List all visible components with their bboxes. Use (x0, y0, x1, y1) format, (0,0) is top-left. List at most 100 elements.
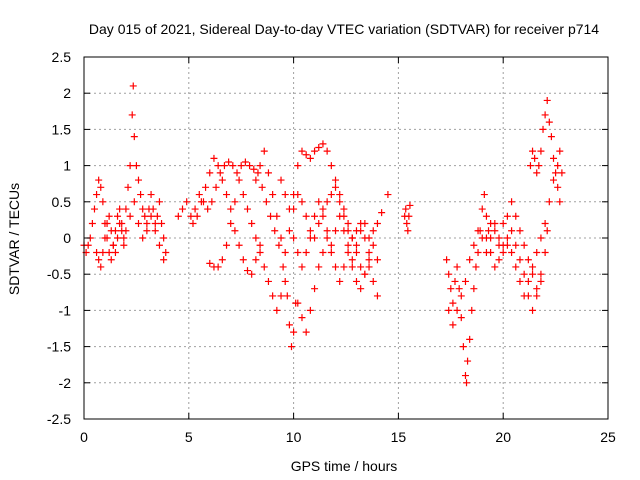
data-point (260, 263, 268, 271)
data-point (302, 151, 310, 159)
data-point (323, 198, 331, 206)
data-point (107, 227, 115, 235)
data-point (191, 205, 199, 213)
data-point (258, 183, 266, 191)
data-point (526, 162, 534, 170)
data-point (129, 82, 137, 90)
data-point (235, 241, 243, 249)
data-point (109, 241, 117, 249)
data-point (470, 241, 478, 249)
x-axis-label: GPS time / hours (291, 458, 398, 474)
data-point (160, 234, 168, 242)
data-point (252, 234, 260, 242)
data-point (384, 191, 392, 199)
data-point (120, 241, 128, 249)
data-point (533, 285, 541, 293)
data-point (187, 212, 195, 220)
data-point (336, 277, 344, 285)
data-point (369, 241, 377, 249)
data-point (315, 263, 323, 271)
data-point (541, 248, 549, 256)
data-point (246, 162, 254, 170)
data-point (155, 241, 163, 249)
data-point (516, 256, 524, 264)
data-point (139, 205, 147, 213)
data-point (273, 306, 281, 314)
data-point (319, 212, 327, 220)
data-point (124, 183, 132, 191)
data-point (533, 292, 541, 300)
data-point (319, 248, 327, 256)
data-points (80, 82, 566, 387)
data-point (352, 277, 360, 285)
data-point (239, 256, 247, 264)
data-point (147, 212, 155, 220)
data-point (352, 248, 360, 256)
data-point (294, 299, 302, 307)
ticks: 0 5 10 15 20 25 -2.5 -2 -1.5 -1 -0.5 0 0.5 1 1.5 2 2.5 (47, 49, 616, 445)
data-point (95, 176, 103, 184)
data-point (269, 191, 277, 199)
data-point (451, 277, 459, 285)
data-point (332, 227, 340, 235)
data-point (298, 263, 306, 271)
data-point (277, 292, 285, 300)
data-point (248, 220, 256, 228)
data-point (158, 220, 166, 228)
data-point (107, 256, 115, 264)
data-point (503, 212, 511, 220)
data-point (348, 256, 356, 264)
y-tick-label: -0.5 (47, 266, 71, 282)
data-point (556, 198, 564, 206)
data-point (252, 176, 260, 184)
data-point (512, 263, 520, 271)
data-point (256, 241, 264, 249)
data-point (457, 314, 465, 322)
data-point (545, 118, 553, 126)
data-point (327, 191, 335, 199)
data-point (298, 147, 306, 155)
data-point (183, 198, 191, 206)
data-point (352, 241, 360, 249)
data-point (143, 227, 151, 235)
data-point (459, 343, 467, 351)
x-tick-label: 25 (600, 429, 616, 445)
data-point (533, 169, 541, 177)
chart-title: Day 015 of 2021, Sidereal Day-to-day VTE… (89, 21, 599, 37)
data-point (480, 191, 488, 199)
data-point (508, 248, 516, 256)
data-point (128, 111, 136, 119)
data-point (285, 321, 293, 329)
grid (84, 57, 608, 419)
series-s9 (290, 191, 392, 271)
data-point (126, 212, 134, 220)
data-point (369, 227, 377, 235)
data-point (103, 220, 111, 228)
data-point (340, 227, 348, 235)
data-point (332, 263, 340, 271)
data-point (472, 263, 480, 271)
data-point (319, 205, 327, 213)
data-point (535, 162, 543, 170)
data-point (499, 241, 507, 249)
data-point (262, 198, 270, 206)
x-tick-label: 15 (391, 429, 407, 445)
data-point (554, 162, 562, 170)
data-point (134, 176, 142, 184)
data-point (474, 248, 482, 256)
data-point (122, 205, 130, 213)
data-point (323, 234, 331, 242)
data-point (294, 162, 302, 170)
data-point (218, 176, 226, 184)
data-point (449, 321, 457, 329)
data-point (516, 277, 524, 285)
data-point (143, 220, 151, 228)
data-point (332, 183, 340, 191)
data-point (449, 299, 457, 307)
data-point (336, 191, 344, 199)
data-point (529, 270, 537, 278)
data-point (405, 212, 413, 220)
data-point (285, 205, 293, 213)
data-point (139, 234, 147, 242)
data-point (210, 154, 218, 162)
